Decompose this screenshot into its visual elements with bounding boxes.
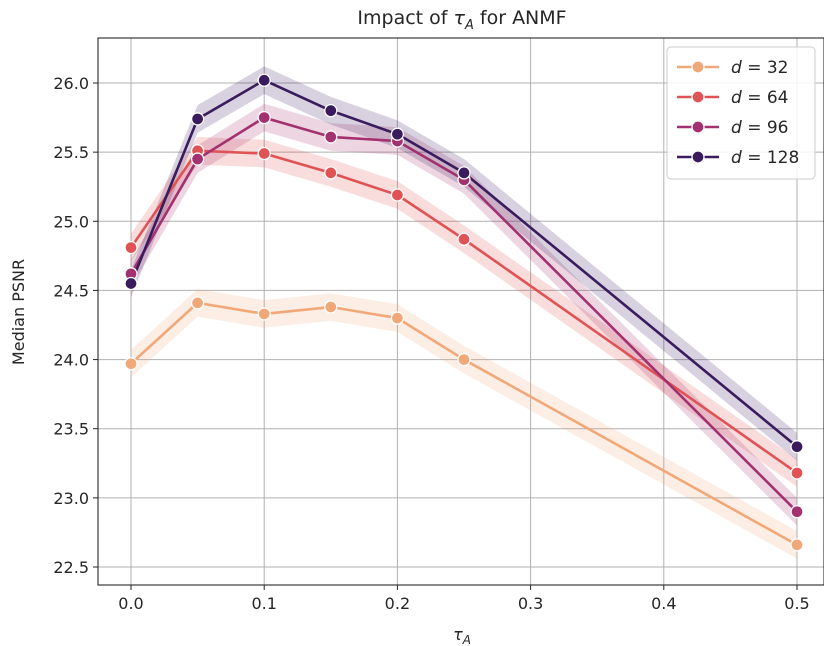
x-tick-label: 0.5: [784, 594, 809, 613]
x-tick-label: 0.4: [651, 594, 676, 613]
data-point: [124, 357, 138, 371]
data-point: [390, 311, 405, 325]
data-point: [324, 300, 338, 314]
legend-marker-3: [691, 150, 705, 164]
y-tick-label: 22.5: [53, 558, 89, 577]
data-point: [790, 466, 804, 480]
y-tick-label: 24.5: [53, 281, 89, 300]
legend: d = 32 d = 64 d = 96 d = 128: [666, 46, 816, 180]
legend-label-1: d = 64: [731, 88, 788, 108]
data-point: [457, 352, 471, 367]
data-point: [190, 152, 205, 166]
data-point: [790, 440, 804, 454]
legend-marker-0: [691, 60, 705, 74]
y-tick-label: 25.0: [53, 212, 89, 231]
data-point: [124, 276, 138, 291]
legend-box: [666, 46, 816, 180]
legend-marker-2: [691, 120, 705, 134]
data-point: [390, 127, 405, 141]
axis-ticks: 0.0 0.1 0.2 0.3 0.4 0.5 22.5 23.0 23.5 24.0 24.5 25…: [53, 74, 809, 613]
data-point: [124, 240, 138, 255]
data-point: [790, 538, 804, 552]
y-tick-label: 26.0: [53, 74, 89, 93]
data-point: [324, 166, 338, 180]
data-point: [324, 104, 338, 118]
x-tick-label: 0.0: [118, 594, 143, 613]
data-point: [257, 73, 271, 87]
chart-title: Impact of τA for ANMF: [357, 7, 566, 33]
plot-frame: [97, 37, 824, 586]
data-point: [324, 130, 338, 144]
y-tick-label: 25.5: [53, 143, 89, 162]
x-axis-label: τA: [453, 625, 471, 646]
y-tick-label: 23.5: [53, 420, 89, 439]
y-tick-label: 23.0: [53, 489, 89, 508]
legend-label-3: d = 128: [731, 148, 799, 168]
data-point: [790, 505, 804, 519]
series-points: [124, 73, 804, 552]
legend-label-0: d = 32: [731, 58, 788, 78]
data-point: [390, 188, 405, 202]
y-tick-label: 24.0: [53, 351, 89, 370]
series-band-0: [131, 289, 797, 559]
data-point: [457, 232, 471, 246]
x-tick-label: 0.3: [518, 594, 543, 613]
data-point: [257, 110, 271, 125]
series-band-3: [131, 66, 797, 461]
y-axis-label: Median PSNR: [9, 259, 28, 365]
data-point: [257, 307, 271, 321]
legend-marker-1: [691, 90, 705, 104]
x-tick-label: 0.2: [385, 594, 410, 613]
data-point: [457, 166, 471, 180]
data-point: [190, 296, 205, 310]
data-point: [257, 146, 271, 161]
legend-label-2: d = 96: [731, 118, 788, 138]
data-point: [190, 112, 205, 126]
x-tick-label: 0.1: [251, 594, 276, 613]
